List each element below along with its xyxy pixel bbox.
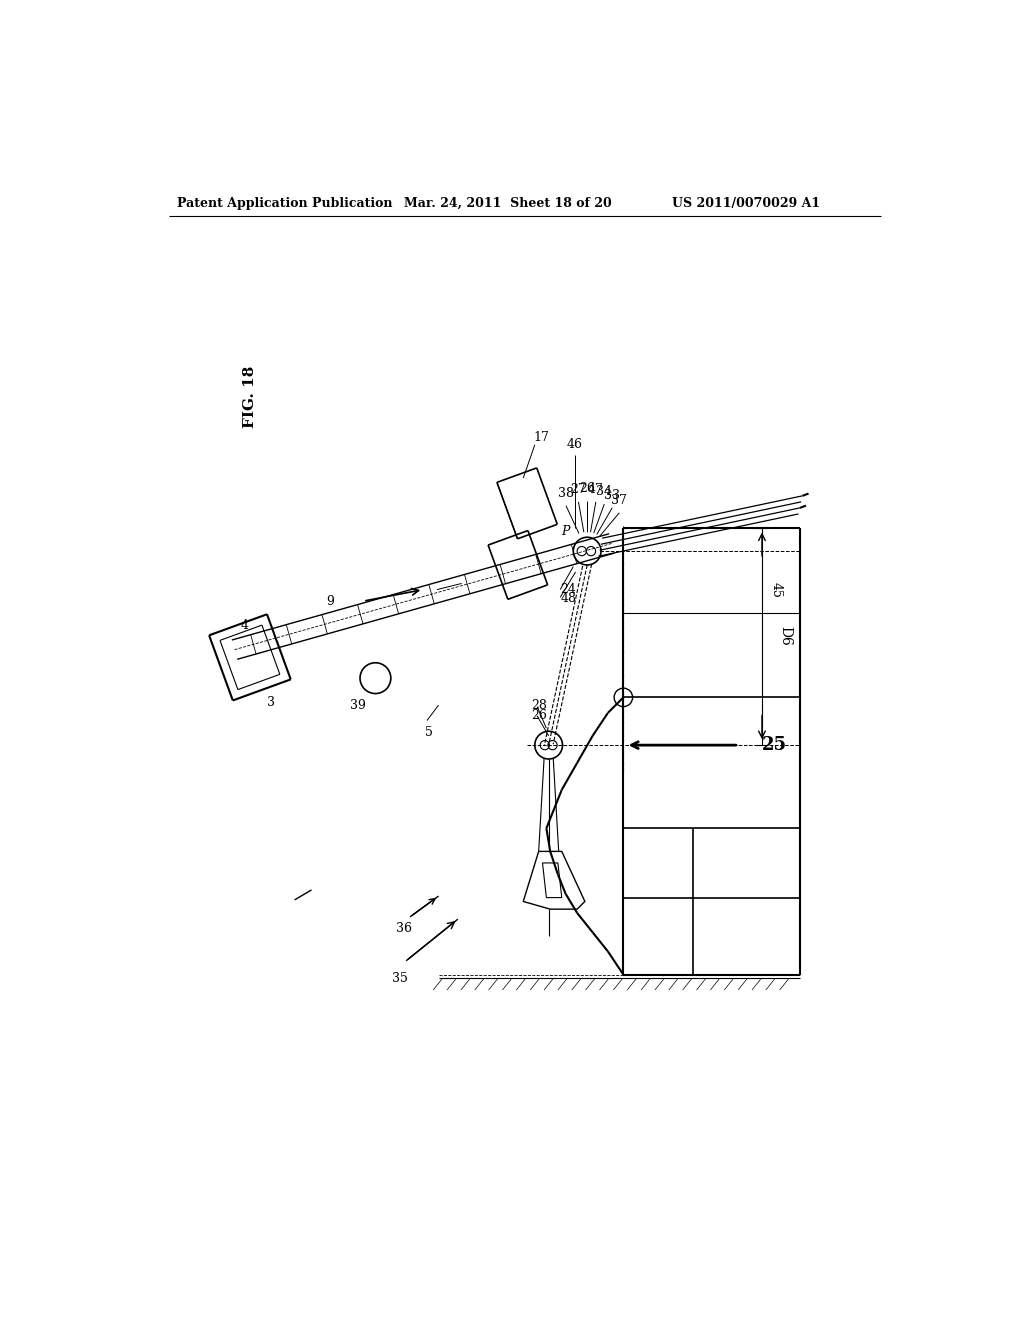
Text: 48: 48 [560, 593, 577, 606]
Text: 33: 33 [604, 488, 621, 502]
Text: 28: 28 [531, 698, 547, 711]
Text: 9: 9 [327, 594, 335, 607]
Text: 39: 39 [350, 698, 366, 711]
Text: 5: 5 [425, 726, 433, 739]
Text: Mar. 24, 2011  Sheet 18 of 20: Mar. 24, 2011 Sheet 18 of 20 [404, 197, 611, 210]
Text: 27: 27 [570, 483, 587, 495]
Text: 25: 25 [762, 737, 787, 754]
Text: FIG. 18: FIG. 18 [243, 366, 257, 428]
Text: 46: 46 [567, 438, 583, 451]
Text: 35: 35 [392, 972, 408, 985]
Text: 38: 38 [558, 487, 574, 499]
Text: 4: 4 [241, 619, 249, 632]
Text: D6: D6 [778, 626, 792, 645]
Text: 47: 47 [588, 483, 604, 495]
Text: 34: 34 [596, 484, 612, 498]
Text: 45: 45 [770, 582, 782, 598]
Text: P: P [561, 525, 569, 539]
Text: 26: 26 [531, 709, 547, 722]
Text: 26: 26 [580, 482, 595, 495]
Text: 3: 3 [267, 696, 275, 709]
Text: US 2011/0070029 A1: US 2011/0070029 A1 [673, 197, 820, 210]
Text: 36: 36 [396, 921, 412, 935]
Text: 24: 24 [560, 583, 577, 597]
Text: Patent Application Publication: Patent Application Publication [177, 197, 392, 210]
Text: 37: 37 [611, 494, 628, 507]
Text: 17: 17 [534, 430, 550, 444]
